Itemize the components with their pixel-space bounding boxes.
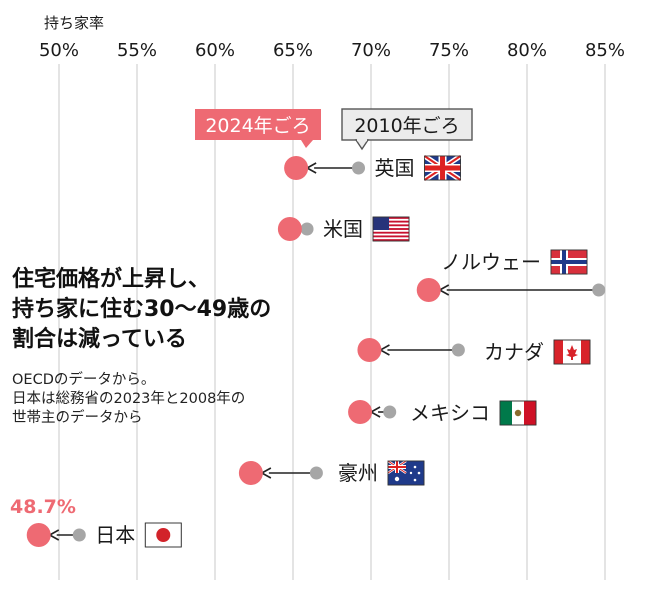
japan-value-label: 48.7%	[10, 496, 76, 518]
legend-past-pointer	[354, 139, 370, 151]
source-note: OECDのデータから。 日本は総務省の2023年と2008年の 世帯主のデータか…	[12, 371, 342, 428]
x-tick-label: 65%	[273, 40, 313, 61]
dot-2010	[451, 343, 465, 357]
arrow-head	[306, 162, 317, 174]
headline: 住宅価格が上昇し、 持ち家に住む30〜49歳の 割合は減っている	[12, 265, 342, 355]
dot-2010	[300, 222, 314, 236]
australia-flag-icon	[387, 459, 425, 486]
country-label: カナダ	[484, 340, 544, 364]
headline-line-2: 持ち家に住む30〜49歳の	[12, 297, 272, 322]
dot-2024	[357, 338, 382, 362]
note-line-1: OECDのデータから。	[12, 372, 156, 388]
dot-2024	[26, 523, 51, 547]
arrow-head	[380, 344, 390, 356]
x-tick-label: 55%	[117, 40, 157, 61]
y-axis-title: 持ち家率	[44, 14, 104, 32]
dot-2024	[348, 400, 373, 424]
x-tick-label: 75%	[429, 40, 469, 61]
arrow-head	[439, 284, 450, 296]
legend-past-label: 2010年ごろ	[354, 115, 459, 137]
canada-flag-icon	[553, 339, 591, 365]
row-norway: ノルウェー	[416, 249, 606, 302]
note-line-3: 世帯主のデータから	[12, 410, 143, 426]
country-label: 米国	[323, 217, 363, 241]
dot-2010	[72, 528, 86, 542]
country-label: 英国	[375, 156, 415, 180]
country-label: メキシコ	[410, 401, 490, 425]
arrow-head	[370, 406, 381, 418]
row-japan: 日本	[26, 522, 182, 548]
arrow-head	[49, 529, 60, 541]
row-mexico: メキシコ	[348, 400, 537, 426]
country-label: ノルウェー	[441, 250, 541, 274]
dot-2010	[352, 161, 366, 175]
dot-2024	[284, 156, 309, 180]
dot-2024	[277, 217, 302, 241]
dot-2024	[416, 278, 441, 302]
arrow-head	[261, 467, 272, 479]
legend-current-pointer	[301, 140, 313, 148]
x-tick-label: 70%	[351, 40, 391, 61]
note-line-2: 日本は総務省の2023年と2008年の	[12, 391, 246, 407]
legend-past-box	[341, 108, 473, 141]
dot-2010	[309, 466, 323, 480]
mexico-flag-icon	[499, 400, 537, 426]
dot-2010	[383, 405, 397, 419]
row-uk: 英国	[284, 153, 462, 183]
country-label: 日本	[95, 523, 135, 547]
x-tick-label: 80%	[507, 40, 547, 61]
legend-current-box	[195, 109, 321, 140]
japan-flag-icon	[144, 522, 182, 548]
uk-flag-icon	[423, 153, 462, 183]
headline-line-1: 住宅価格が上昇し、	[12, 267, 211, 292]
dot-2024	[238, 461, 263, 485]
row-us: 米国	[277, 216, 410, 242]
dot-2010	[592, 283, 606, 297]
x-tick-label: 50%	[39, 40, 79, 61]
x-tick-label: 60%	[195, 40, 235, 61]
row-australia: 豪州	[238, 459, 425, 486]
legend-current-label: 2024年ごろ	[205, 115, 310, 137]
headline-line-3: 割合は減っている	[12, 327, 187, 352]
row-canada: カナダ	[357, 338, 591, 365]
country-label: 豪州	[338, 461, 378, 485]
us-flag-icon	[372, 216, 410, 242]
x-tick-label: 85%	[585, 40, 625, 61]
norway-flag-icon	[550, 249, 588, 275]
